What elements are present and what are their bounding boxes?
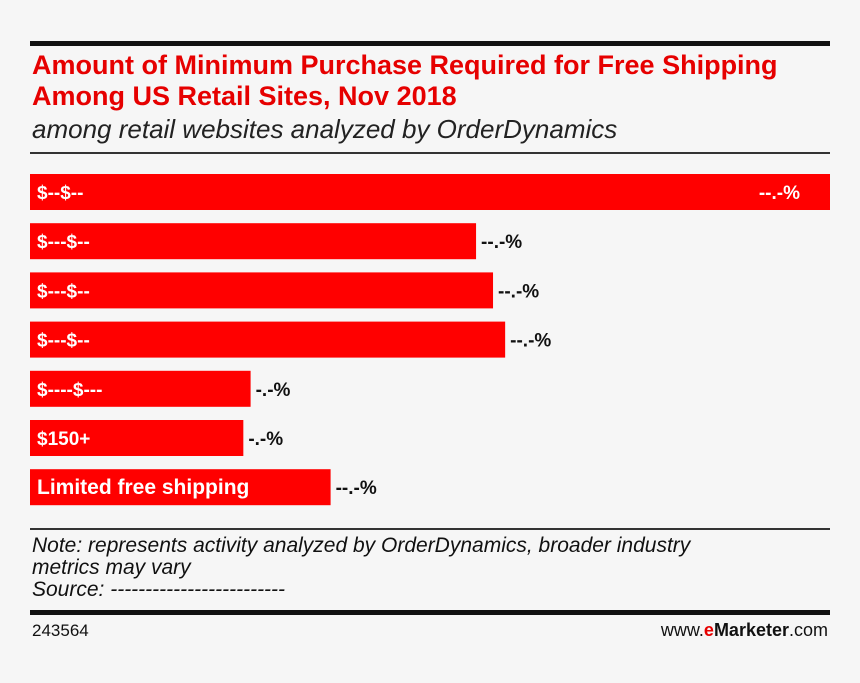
category-label-5: $150+: [37, 429, 90, 450]
note-rule: [30, 528, 830, 530]
bar-4: [30, 370, 251, 407]
category-label-3: $---$--: [37, 331, 90, 352]
value-label-6: --.-%: [336, 478, 377, 499]
chart-id: 243564: [32, 621, 89, 640]
value-label-2: --.-%: [498, 281, 539, 302]
bar-2: [30, 272, 494, 309]
bottom-rule: [30, 610, 830, 615]
emarketer-brand: www.eMarketer.com: [661, 620, 828, 641]
brand-suffix: .com: [788, 620, 828, 640]
category-label-1: $---$--: [37, 232, 90, 253]
value-label-3: --.-%: [510, 331, 551, 352]
note-line-1: Note: represents activity analyzed by Or…: [32, 534, 691, 557]
category-label-0: $--$--: [37, 183, 83, 204]
value-label-5: -.-%: [248, 429, 283, 450]
bar-0: [30, 174, 830, 210]
value-label-1: --.-%: [481, 232, 522, 253]
category-label-4: $----$---: [37, 380, 102, 401]
category-label-6: Limited free shipping: [37, 476, 249, 499]
brand-name: Marketer: [713, 620, 789, 640]
source-line: Source: -------------------------: [32, 578, 286, 601]
top-rule: [30, 41, 830, 46]
note-line-2: metrics may vary: [32, 556, 191, 579]
bar-5: [30, 420, 244, 456]
brand-prefix: www.: [660, 620, 704, 640]
chart-note: Note: represents activity analyzed by Or…: [32, 535, 822, 601]
subtitle-rule: [30, 152, 830, 154]
bar-6: [30, 469, 331, 506]
category-label-2: $---$--: [37, 281, 90, 302]
brand-e: e: [703, 620, 714, 640]
bar-3: [30, 321, 506, 358]
bar-1: [30, 223, 477, 260]
value-label-0: --.-%: [759, 183, 800, 204]
chart-title: Amount of Minimum Purchase Required for …: [32, 50, 778, 111]
chart-subtitle: among retail websites analyzed by OrderD…: [32, 114, 618, 144]
value-label-4: -.-%: [256, 380, 291, 401]
